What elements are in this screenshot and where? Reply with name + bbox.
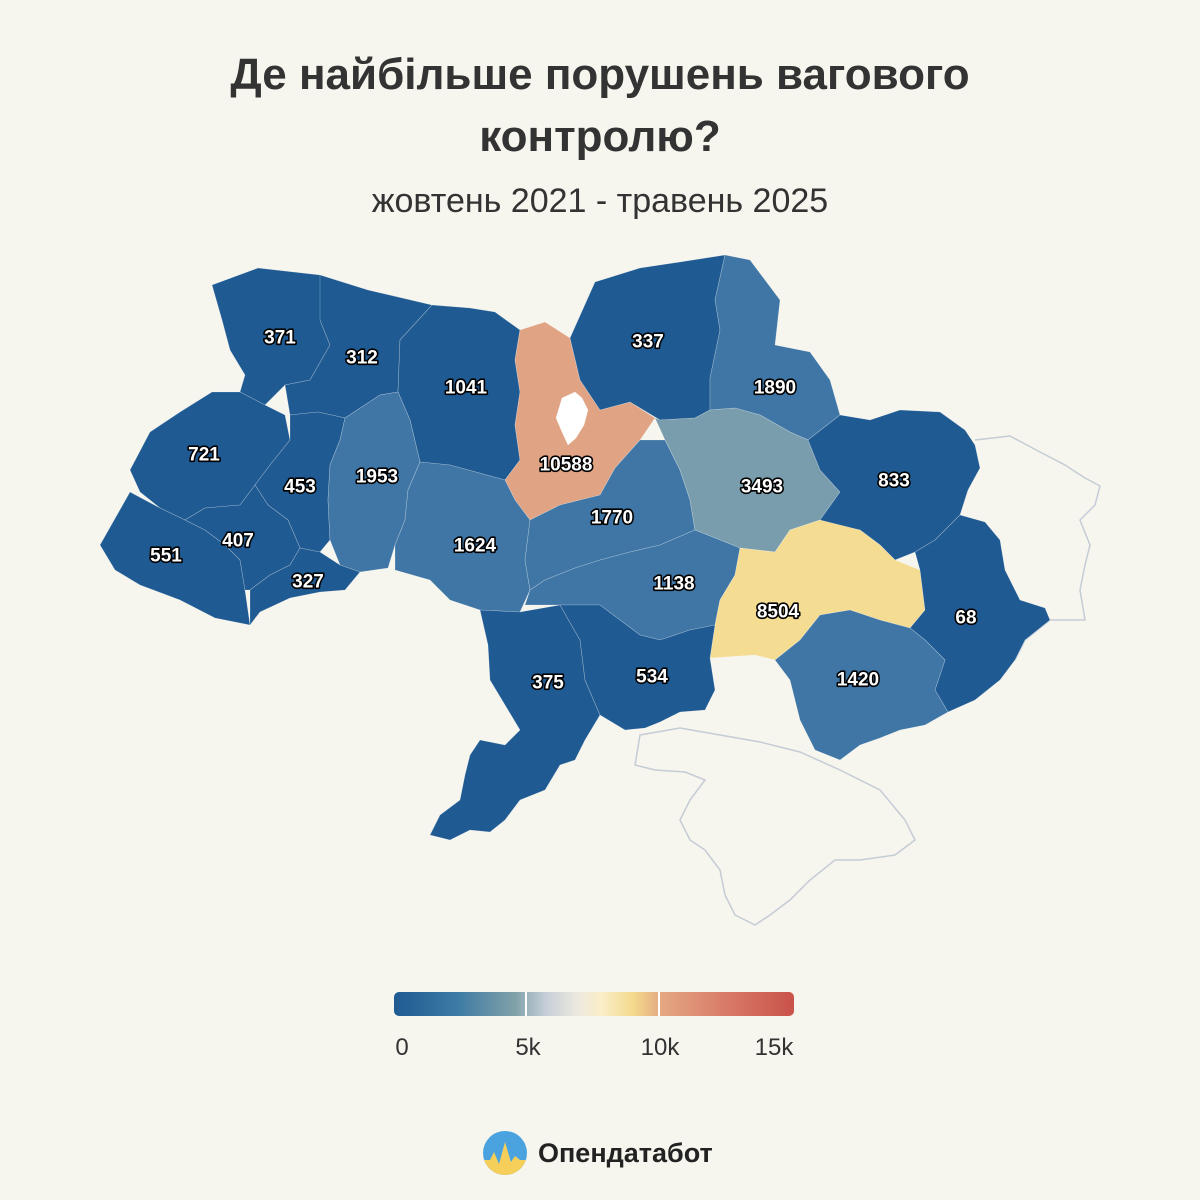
region-label-kyivska: 10588	[540, 455, 593, 476]
brand-footer: Опендатабот	[482, 1128, 742, 1178]
region-labels: 371 312 1041 10588 337 1890 721 453 1953 1624 1770…	[149, 326, 979, 695]
regions-layer	[99, 254, 1051, 841]
region-label-donetska: 68	[955, 608, 976, 629]
region-khmelnytska[interactable]	[327, 391, 421, 573]
legend-label-10k: 10k	[640, 1034, 680, 1061]
region-label-kharkivska: 833	[878, 471, 910, 492]
region-label-zaporizka: 1420	[837, 670, 879, 691]
region-label-lvivska: 721	[188, 445, 220, 466]
region-chernivetska[interactable]	[249, 547, 361, 626]
region-label-volynska: 371	[264, 328, 296, 349]
region-zaporizka[interactable]	[774, 609, 949, 761]
region-odeska[interactable]	[429, 604, 601, 841]
legend-label-15k: 15k	[754, 1034, 794, 1061]
region-label-zhytomyrska: 1041	[445, 378, 488, 399]
region-label-ternopilska: 453	[284, 477, 316, 498]
crimea-outline	[634, 727, 916, 926]
legend-label-0: 0	[395, 1034, 409, 1061]
title-line-2: контролю?	[479, 112, 721, 161]
region-label-chernihivska: 337	[632, 332, 664, 353]
brand-name: Опендатабот	[538, 1137, 713, 1168]
legend-labels: 0 5k 10k 15k	[394, 1034, 814, 1064]
occupied-east-outline	[974, 435, 1101, 661]
kyiv-city[interactable]	[555, 391, 589, 446]
region-label-poltavska: 3493	[741, 477, 783, 498]
legend-tick-10k	[658, 992, 660, 1016]
occupied-territories	[634, 435, 1101, 926]
region-label-cherkaska: 1770	[591, 508, 633, 529]
region-label-mykolaivska: 534	[636, 667, 668, 688]
opendatabot-logo-icon	[483, 1131, 527, 1175]
region-mykolaivska[interactable]	[559, 604, 716, 731]
color-legend	[394, 992, 794, 1016]
region-label-ivano-frankivska: 407	[222, 531, 254, 552]
region-label-khmelnytska: 1953	[356, 467, 398, 488]
legend-tick-5k	[525, 992, 527, 1016]
legend-label-5k: 5k	[515, 1034, 541, 1061]
region-label-vinnytska: 1624	[454, 536, 497, 557]
page-subtitle: жовтень 2021 - травень 2025	[371, 182, 829, 220]
region-label-kirovohradska: 1138	[653, 574, 694, 595]
region-label-sumska: 1890	[754, 378, 796, 399]
region-label-rivnenska: 312	[346, 348, 378, 369]
page-title: Де найбільше порушень вагового контролю?	[0, 44, 1200, 168]
region-label-dnipropetrovska: 8504	[757, 602, 800, 623]
region-zakarpatska[interactable]	[99, 491, 251, 626]
legend-gradient-bar	[394, 992, 794, 1016]
title-line-1: Де найбільше порушень вагового	[230, 50, 970, 99]
region-label-chernivetska: 327	[292, 572, 324, 593]
region-label-zakarpatska: 551	[150, 546, 182, 567]
region-label-odeska: 375	[532, 673, 564, 694]
